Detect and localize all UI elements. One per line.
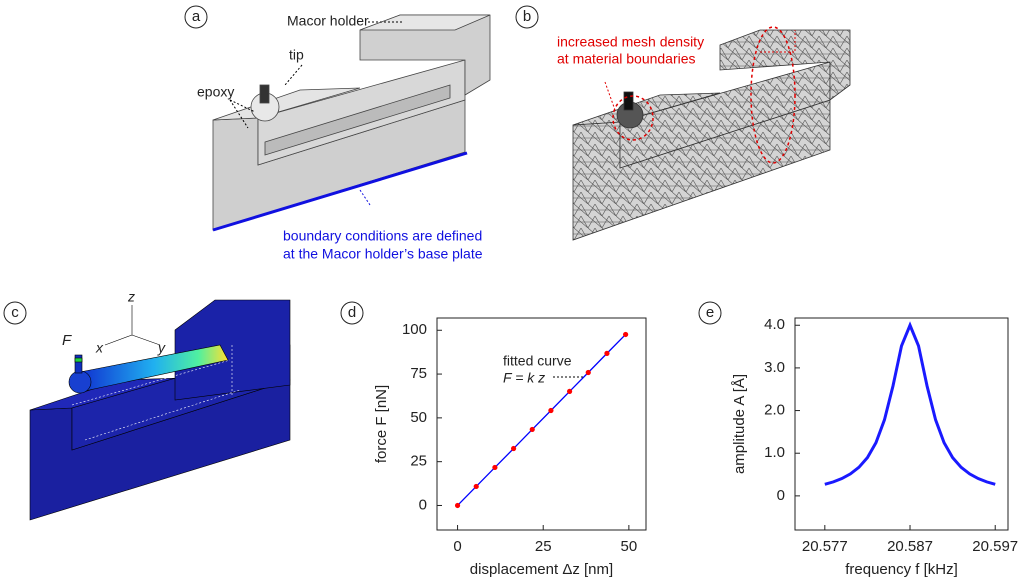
- x-axis-label: frequency f [kHz]: [845, 561, 958, 578]
- y-tick-label: 100: [402, 321, 427, 338]
- y-axis-label: force F [nN]: [373, 385, 390, 463]
- annotation: increased mesh density: [557, 34, 704, 50]
- axis-label: z: [127, 289, 135, 305]
- x-tick-label: 20.597: [972, 538, 1018, 555]
- y-tick-label: 2.0: [764, 402, 785, 419]
- model-geometry: [212, 14, 491, 232]
- annotation: tip: [289, 47, 304, 63]
- x-tick-label: 25: [535, 538, 552, 555]
- annotation: Macor holder: [287, 13, 369, 29]
- data-point: [623, 331, 629, 338]
- annotation: at the Macor holder’s base plate: [283, 246, 483, 262]
- data-point: [454, 502, 461, 509]
- y-tick-label: 0: [419, 496, 427, 513]
- y-tick-label: 25: [410, 453, 427, 470]
- y-tick-label: 1.0: [764, 444, 785, 461]
- annotation: F = k z: [503, 370, 545, 386]
- data-point: [473, 483, 479, 490]
- x-tick-label: 20.587: [887, 538, 933, 555]
- data-point: [529, 426, 535, 433]
- x-axis-label: displacement Δz [nm]: [470, 561, 613, 578]
- panel-label: e: [706, 304, 714, 321]
- data-point: [548, 407, 554, 414]
- annotation-arrows: [229, 21, 796, 378]
- annotation: fitted curve: [503, 353, 572, 369]
- stress-field: [29, 299, 291, 521]
- data-point: [492, 464, 498, 471]
- force-label: F: [62, 332, 72, 349]
- y-tick-label: 3.0: [764, 359, 785, 376]
- annotation: boundary conditions are defined: [283, 228, 482, 244]
- data-line: [457, 334, 627, 506]
- data-point: [510, 445, 517, 452]
- y-tick-label: 75: [410, 365, 427, 382]
- x-tick-label: 0: [453, 538, 461, 555]
- x-tick-label: 50: [621, 538, 638, 555]
- data-point: [585, 369, 591, 376]
- y-axis-label: amplitude A [Å]: [731, 374, 748, 474]
- y-tick-label: 50: [410, 409, 427, 426]
- axis-label: y: [157, 340, 166, 356]
- mesh-geometry: [572, 26, 851, 241]
- annotation: at material boundaries: [557, 51, 696, 67]
- panel-label: b: [523, 8, 531, 25]
- y-tick-label: 0: [777, 487, 785, 504]
- annotation: epoxy: [197, 84, 234, 100]
- axis-label: x: [95, 340, 104, 356]
- y-tick-label: 4.0: [764, 316, 785, 333]
- panel-label: a: [192, 8, 201, 25]
- data-point: [604, 350, 610, 356]
- panel-label: c: [11, 304, 19, 321]
- plot-frame: [794, 317, 1009, 531]
- plot-frame: [436, 317, 647, 531]
- panel-label: d: [348, 304, 356, 321]
- panel-label-circles: [3, 5, 722, 325]
- data-line: [824, 321, 996, 486]
- x-tick-label: 20.577: [802, 538, 848, 555]
- data-point: [566, 388, 573, 395]
